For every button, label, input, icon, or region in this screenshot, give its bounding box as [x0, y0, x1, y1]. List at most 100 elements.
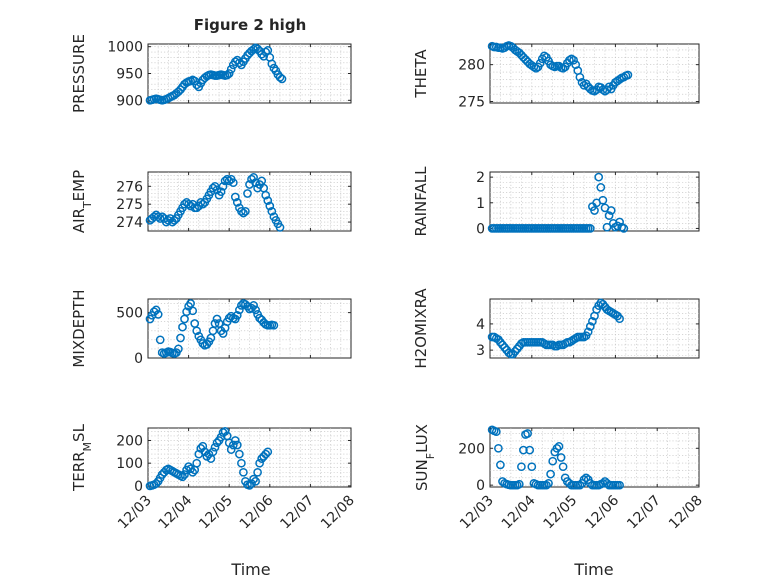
mixdepth-y-tick-label: 500 — [116, 306, 143, 322]
rainfall-data-point — [596, 183, 606, 192]
theta-data-point — [539, 51, 549, 61]
terr-msl-data-point — [192, 458, 202, 468]
rainfall-y-axis-label: RAINFALL — [412, 166, 430, 237]
sun-flux-data-point — [491, 427, 501, 437]
pressure-subplot: 900 950 1000 PRESSURE — [70, 34, 352, 113]
terr-msl-x-tick-label: 12/03 — [115, 493, 155, 533]
h2omixra-y-tick-label: 4 — [476, 317, 485, 333]
mixdepth-y-axis-label: MIXDEPTH — [70, 289, 88, 367]
h2omixra-data-point — [588, 316, 597, 326]
rainfall-data-point — [619, 224, 629, 233]
mixdepth-data-point — [235, 305, 244, 315]
air-temp-data-point — [241, 206, 250, 216]
sun-flux-data-point — [514, 479, 524, 489]
theta-subplot: 275 280 THETA — [412, 41, 700, 111]
sun-flux-y-tick-label: 0 — [476, 478, 485, 494]
h2omixra-y-tick-label: 3 — [476, 343, 485, 359]
pressure-y-tick-label: 950 — [116, 67, 143, 83]
h2omixra-data-point — [583, 327, 593, 337]
mixdepth-data-point — [251, 305, 260, 315]
theta-data-point — [615, 75, 624, 84]
air-temp-data-point — [275, 223, 285, 232]
mixdepth-y-tick-label: 0 — [134, 351, 143, 367]
mixdepth-data-point — [155, 335, 165, 345]
air-temp-data-point — [218, 181, 228, 191]
pressure-y-tick-label: 1000 — [107, 40, 143, 56]
mixdepth-data-point — [212, 314, 222, 324]
terr-msl-data-point — [212, 438, 222, 448]
sun-flux-data-point — [496, 460, 505, 470]
terr-msl-data-point — [210, 442, 220, 452]
terr-msl-data-point — [245, 481, 254, 490]
sun-flux-data-point — [542, 480, 551, 490]
theta-y-axis-label: THETA — [412, 49, 430, 99]
air-temp-data-point — [155, 214, 165, 223]
terr-msl-data-point — [237, 458, 246, 468]
terr-msl-data-point — [151, 479, 161, 488]
pressure-data-point — [259, 51, 269, 61]
mixdepth-data-point — [218, 329, 228, 338]
air-temp-data-point — [157, 212, 167, 222]
sun-flux-data-point — [556, 453, 566, 462]
sun-flux-data-point — [494, 443, 503, 453]
rainfall-subplot: 0 1 2 RAINFALL — [412, 166, 700, 237]
sun-flux-data-point — [552, 443, 562, 453]
sun-flux-data-point — [581, 473, 591, 483]
theta-data-point — [569, 55, 578, 65]
terr-msl-data-point — [253, 467, 262, 477]
pressure-data-point — [253, 44, 262, 54]
sun-flux-data-point — [548, 456, 558, 466]
terr-msl-subplot: 12/03 12/04 12/05 12/06 12/07 12/08 0 100 200 TER… — [70, 423, 358, 532]
air-temp-data-point — [184, 199, 193, 209]
theta-y-tick-label: 280 — [458, 58, 485, 74]
rainfall-data-point — [598, 195, 608, 205]
air-temp-data-point — [267, 206, 277, 216]
sun-flux-data-point — [525, 445, 535, 455]
mixdepth-data-point — [232, 310, 242, 320]
mixdepth-data-point — [153, 310, 163, 319]
terr-msl-y-tick-label: 200 — [116, 433, 143, 449]
air-temp-data-point — [230, 192, 240, 202]
rainfall-data-point — [585, 224, 595, 233]
terr-msl-data-point — [180, 470, 189, 479]
sun-flux-x-tick-label: 12/03 — [457, 493, 497, 533]
x-axis-label-left: Time — [230, 560, 270, 579]
terr-msl-x-tick-label: 12/05 — [196, 493, 236, 533]
air-temp-data-point — [232, 198, 242, 207]
sun-flux-data-point — [519, 445, 528, 455]
rainfall-y-tick-label: 2 — [476, 170, 485, 186]
sun-flux-data-point — [575, 480, 585, 490]
sun-flux-data-point — [544, 478, 553, 488]
pressure-data-point — [192, 80, 202, 90]
air-temp-data-point — [224, 176, 234, 186]
mixdepth-data-point — [269, 320, 279, 330]
terr-msl-x-tick-label: 12/08 — [318, 493, 358, 533]
sun-flux-x-tick-label: 12/05 — [541, 493, 581, 533]
pressure-y-tick-label: 900 — [116, 93, 143, 109]
sun-flux-data-point — [554, 442, 564, 451]
sun-flux-data-point — [527, 462, 537, 472]
mixdepth-subplot: 0 500 MIXDEPTH — [70, 289, 352, 368]
terr-msl-data-point — [235, 449, 244, 459]
mixdepth-data-point — [237, 301, 246, 310]
mixdepth-data-point — [210, 319, 220, 328]
rainfall-data-point — [594, 172, 604, 182]
air-temp-data-point — [208, 183, 218, 193]
terr-msl-data-point — [263, 447, 273, 457]
mixdepth-data-point — [178, 322, 187, 332]
sun-flux-y-axis-label: SUNFLUX — [413, 424, 437, 491]
terr-msl-x-tick-label: 12/07 — [277, 493, 317, 533]
sun-flux-data-point — [517, 462, 526, 472]
air-temp-y-tick-label: 276 — [116, 179, 143, 195]
air-temp-data-point — [243, 189, 252, 198]
terr-msl-data-point — [239, 467, 248, 477]
rainfall-y-tick-label: 0 — [476, 221, 485, 237]
sun-flux-data-point — [546, 469, 555, 479]
air-temp-data-point — [265, 201, 275, 211]
rainfall-y-tick-label: 1 — [476, 196, 485, 212]
mixdepth-data-point — [151, 305, 161, 315]
air-temp-data-point — [237, 206, 246, 216]
air-temp-data-point — [239, 208, 248, 218]
terr-msl-data-point — [249, 474, 258, 484]
